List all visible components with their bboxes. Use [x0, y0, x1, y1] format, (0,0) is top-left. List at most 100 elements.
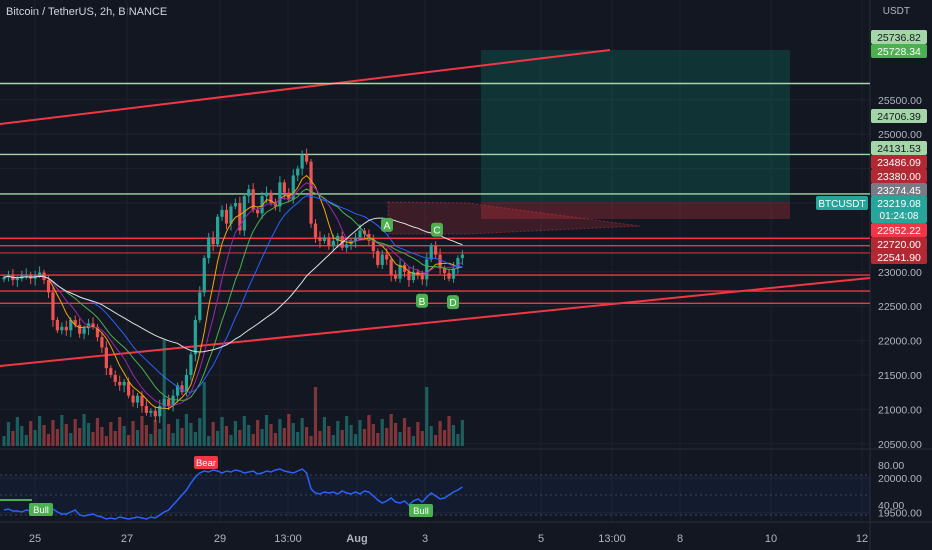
oscillator-signal-label: Bear — [196, 458, 216, 469]
candle-body — [118, 381, 122, 386]
candle-body — [2, 277, 6, 280]
volume-bar — [15, 417, 19, 446]
x-tick-label: 5 — [538, 533, 544, 545]
volume-bar — [167, 424, 171, 446]
level-price-badge — [871, 30, 927, 44]
level-price-label: 24706.39 — [877, 111, 921, 123]
volume-bar — [153, 420, 157, 446]
candle-body — [353, 237, 358, 241]
volume-bar — [162, 340, 166, 446]
volume-bar — [345, 416, 349, 446]
volume-bar — [193, 432, 197, 446]
volume-bar — [456, 434, 460, 446]
volume-bar — [140, 416, 144, 446]
candle-body — [394, 274, 398, 279]
volume-bar — [207, 436, 211, 446]
long-position-target-zone — [481, 50, 790, 202]
volume-bar — [171, 433, 175, 446]
volume-bar — [434, 435, 438, 446]
candle-body — [153, 410, 157, 417]
volume-bar — [175, 419, 180, 446]
x-tick-label: 12 — [856, 533, 868, 545]
volume-bar — [60, 415, 64, 446]
level-price-badge — [871, 250, 927, 264]
volume-bar — [260, 429, 264, 446]
volume-bar — [127, 435, 131, 446]
y-tick-label: 23000.00 — [878, 267, 922, 279]
candle-body — [82, 328, 86, 334]
x-tick-label: 8 — [677, 533, 683, 545]
x-tick-label: 13:00 — [598, 533, 626, 545]
candle-body — [434, 245, 438, 255]
candle-body — [158, 405, 162, 417]
volume-bar — [251, 434, 255, 446]
candle-body — [55, 319, 59, 331]
y-tick-label: 22000.00 — [878, 336, 922, 348]
volume-bar — [247, 425, 251, 446]
candle-body — [127, 381, 131, 396]
oscillator-signal-label: Bull — [33, 505, 49, 516]
candle-body — [385, 254, 389, 260]
candle-body — [309, 161, 313, 224]
y-tick-label: 25000.00 — [878, 129, 922, 141]
candle-body — [318, 237, 322, 241]
volume-bar — [82, 414, 86, 446]
long-position-stop-zone — [481, 202, 790, 219]
candle-body — [371, 240, 375, 252]
x-tick-label: 25 — [29, 533, 41, 545]
level-price-badge — [871, 141, 927, 155]
volume-bar — [322, 417, 326, 446]
candle-body — [425, 259, 429, 280]
volume-bar — [220, 417, 224, 446]
candle-body — [305, 154, 309, 162]
candle-body — [313, 223, 318, 238]
moving-average-line — [3, 174, 463, 409]
volume-bar — [429, 426, 433, 446]
candle-body — [398, 264, 402, 279]
candle-body — [38, 272, 42, 276]
candle-body — [407, 271, 411, 281]
candle-body — [282, 182, 286, 193]
oscillator-signal-badge — [409, 504, 433, 517]
volume-bar — [216, 431, 220, 446]
level-price-label: 22541.90 — [877, 252, 921, 264]
candle-body — [278, 182, 282, 207]
candle-body — [376, 251, 380, 265]
volume-bar — [158, 429, 162, 446]
level-price-label: 25736.82 — [877, 32, 921, 44]
volume-bar — [180, 428, 184, 446]
volume-bar — [69, 433, 73, 446]
candle-body — [447, 273, 451, 279]
candle-body — [100, 337, 104, 348]
candle-body — [46, 280, 51, 293]
level-price-label: 23274.45 — [877, 185, 921, 197]
candle-body — [64, 326, 68, 331]
volume-bar — [189, 423, 193, 446]
x-tick-label: 13:00 — [274, 533, 302, 545]
level-price-label: 23380.00 — [877, 171, 921, 183]
level-price-label: 25728.34 — [877, 46, 921, 58]
volume-bar — [447, 416, 451, 446]
level-price-label: 22720.00 — [877, 239, 921, 251]
volume-bar — [104, 436, 108, 446]
volume-bar — [394, 423, 398, 446]
candle-body — [73, 319, 77, 325]
candle-body — [336, 236, 340, 241]
volume-bar — [273, 433, 278, 446]
volume-bar — [11, 431, 15, 446]
volume-bar — [358, 420, 362, 446]
pattern-point-badge — [416, 293, 428, 308]
candle-body — [144, 405, 148, 413]
x-tick-label: 10 — [765, 533, 777, 545]
volume-bar — [313, 387, 318, 446]
candle-body — [149, 410, 153, 413]
volume-bar — [349, 425, 353, 446]
candle-body — [171, 395, 175, 406]
volume-bar — [118, 417, 122, 446]
volume-bar — [95, 418, 100, 446]
candle-body — [411, 271, 415, 281]
y-tick-label: 25500.00 — [878, 95, 922, 107]
volume-bar — [42, 425, 46, 446]
moving-average-line — [3, 182, 463, 407]
